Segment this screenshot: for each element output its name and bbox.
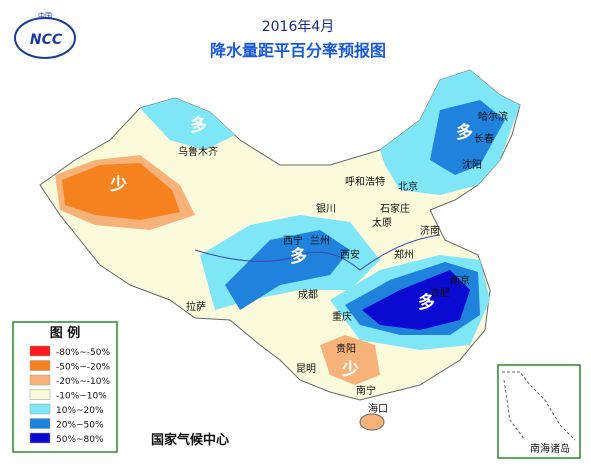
- city: 南宁: [356, 384, 376, 397]
- inset-border: [502, 371, 576, 441]
- region-wet: [362, 270, 470, 330]
- logo: NCC: [30, 32, 63, 48]
- legend-label: 10%~20%: [56, 406, 104, 416]
- legend-label: -50%~-20%: [56, 363, 110, 373]
- legend-label: 50%~80%: [56, 435, 104, 445]
- inset-label: 南海诸岛: [530, 442, 570, 455]
- city: 西宁: [283, 234, 303, 247]
- legend-swatch: [29, 345, 51, 357]
- legend-swatch: [29, 432, 51, 444]
- city: 哈尔滨: [478, 110, 508, 123]
- city: 西安: [340, 248, 360, 261]
- city: 昆明: [296, 363, 316, 375]
- legend-items: -80%~-50% -50%~-20% -20%~-10% -10%~10% 10%~2…: [29, 345, 110, 445]
- region-label: 多: [418, 292, 435, 313]
- city: 呼和浩特: [345, 176, 385, 188]
- legend-label: -10%~10%: [56, 392, 107, 402]
- legend-box: [12, 321, 118, 453]
- region-label: 多: [290, 246, 307, 267]
- logo-top: 中国: [38, 11, 52, 20]
- region-wet: [140, 98, 235, 150]
- city: 太原: [372, 216, 392, 229]
- city: 长春: [474, 133, 494, 145]
- region-label: 多: [456, 122, 473, 143]
- legend-label: -80%~-50%: [56, 348, 110, 358]
- city: 贵阳: [336, 342, 356, 355]
- region-label: 多: [190, 115, 207, 136]
- city-labels: 乌鲁木齐 哈尔滨 长春 沈阳 呼和浩特 北京 银川 石家庄 太原 济南 西宁 兰…: [178, 110, 508, 415]
- city: 济南: [420, 224, 440, 237]
- subtitle: 降水量距平百分率预报图: [210, 41, 386, 60]
- legend-swatch: [29, 374, 51, 386]
- city: 银川: [316, 202, 336, 215]
- city: 南京: [450, 274, 470, 287]
- region-label: 少: [109, 175, 127, 195]
- legend-swatch: [29, 418, 51, 429]
- legend-swatch: [29, 403, 51, 415]
- logo-ring: [14, 17, 76, 59]
- city: 兰州: [310, 234, 330, 247]
- hainan: [359, 413, 385, 431]
- city: 海口: [368, 402, 388, 415]
- city: 拉萨: [186, 300, 206, 313]
- footer: 国家气候中心: [151, 432, 229, 448]
- legend-title: 图 例: [50, 325, 81, 341]
- region-wet: [430, 100, 505, 175]
- city: 北京: [398, 180, 418, 193]
- city: 成都: [298, 289, 318, 301]
- city: 合肥: [430, 286, 450, 299]
- legend-swatch: [29, 389, 51, 400]
- region-wet: [225, 230, 350, 310]
- region-label: 少: [341, 360, 359, 380]
- city: 重庆: [332, 310, 352, 323]
- title: 2016年4月: [262, 19, 335, 35]
- legend-label: -20%~-10%: [56, 377, 110, 387]
- city: 沈阳: [462, 158, 482, 171]
- city: 石家庄: [380, 202, 410, 215]
- legend-swatch: [29, 360, 51, 371]
- region-dry: [62, 163, 180, 220]
- region-dry: [320, 335, 380, 385]
- legend-label: 20%~50%: [56, 421, 104, 431]
- river: [194, 234, 441, 271]
- city: 乌鲁木齐: [178, 145, 218, 158]
- city: 郑州: [394, 248, 414, 261]
- inset-box: [497, 364, 581, 459]
